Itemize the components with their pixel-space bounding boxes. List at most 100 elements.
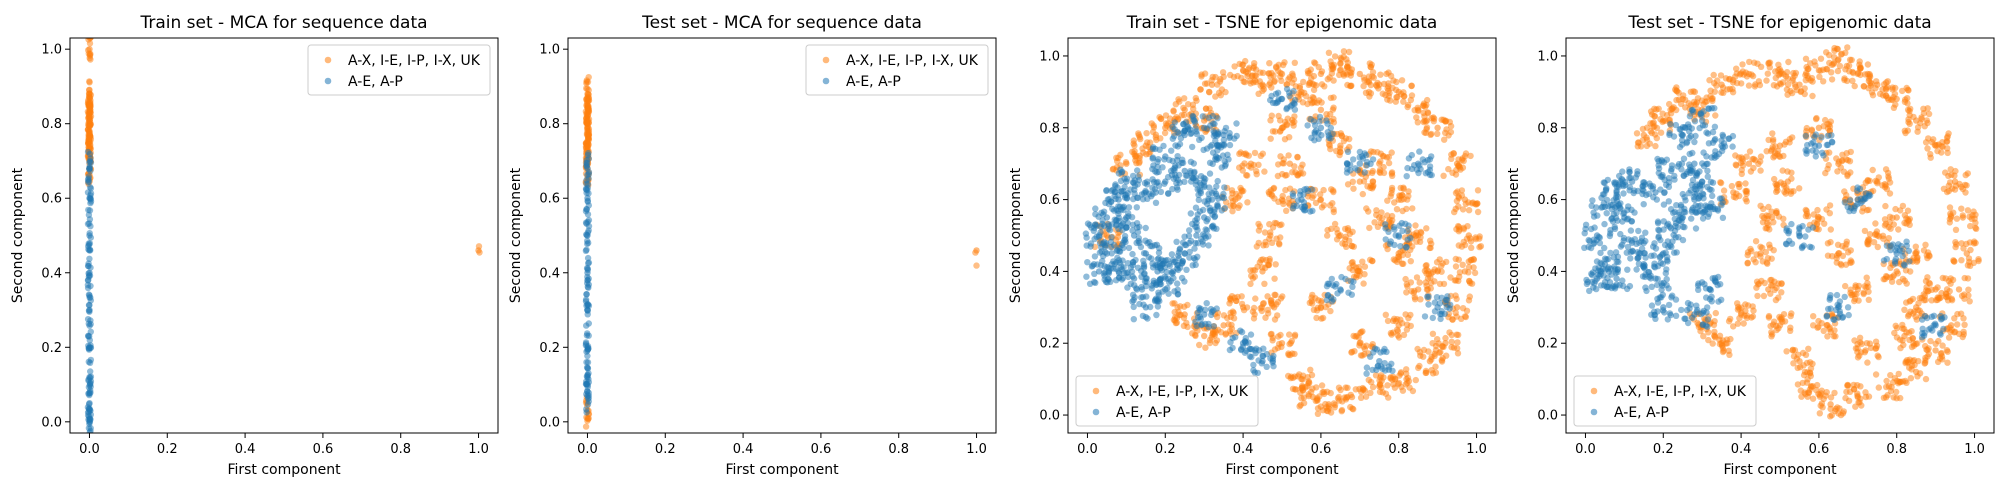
data-point xyxy=(1581,230,1588,237)
data-point xyxy=(1304,67,1312,75)
data-point xyxy=(1665,243,1672,250)
data-point xyxy=(1667,121,1674,128)
data-point xyxy=(1665,285,1672,292)
data-point xyxy=(1679,223,1687,231)
data-point xyxy=(1157,188,1165,196)
data-point xyxy=(1693,99,1701,106)
data-point xyxy=(1157,115,1165,122)
data-point xyxy=(1431,299,1439,306)
data-point xyxy=(1152,131,1160,138)
y-tick-label: 0.6 xyxy=(539,192,560,207)
data-point xyxy=(1615,183,1623,190)
data-point xyxy=(585,91,592,98)
x-tick-label: 0.0 xyxy=(79,442,100,457)
data-point xyxy=(1300,191,1307,198)
data-point xyxy=(1422,279,1430,286)
data-point xyxy=(1350,243,1358,250)
data-point xyxy=(1233,120,1240,127)
data-point xyxy=(85,206,92,214)
data-point xyxy=(1448,155,1455,162)
data-point xyxy=(1744,259,1752,266)
data-point xyxy=(1417,296,1424,303)
data-point xyxy=(1189,143,1196,151)
data-point xyxy=(1233,132,1240,140)
data-point xyxy=(1452,255,1460,263)
data-point xyxy=(1763,212,1770,219)
data-point xyxy=(1250,315,1258,322)
data-point xyxy=(1370,148,1377,156)
legend-marker xyxy=(1092,387,1100,395)
data-point xyxy=(1439,343,1446,350)
data-point xyxy=(1221,184,1228,191)
data-point xyxy=(1843,150,1850,157)
data-point xyxy=(1108,234,1115,241)
data-point xyxy=(1729,143,1736,150)
data-point xyxy=(1350,185,1357,192)
data-point xyxy=(87,198,95,205)
data-point xyxy=(1875,353,1882,361)
data-point xyxy=(1764,219,1771,226)
data-point xyxy=(1808,244,1815,251)
data-point xyxy=(1924,119,1931,127)
data-point xyxy=(1714,77,1721,84)
data-point xyxy=(1686,134,1693,141)
data-point xyxy=(87,29,93,35)
data-point xyxy=(1110,165,1117,172)
data-point xyxy=(1433,294,1441,301)
data-point xyxy=(1370,74,1378,81)
data-point xyxy=(1954,321,1961,328)
data-point xyxy=(1256,347,1263,354)
data-point xyxy=(1198,134,1205,141)
data-point xyxy=(1180,104,1187,112)
data-point xyxy=(1713,153,1720,160)
y-tick-label: 0.0 xyxy=(41,415,62,430)
data-point xyxy=(1693,302,1700,309)
data-point xyxy=(1412,222,1419,229)
data-point xyxy=(1277,331,1284,339)
data-point xyxy=(1304,122,1311,129)
data-point xyxy=(1872,177,1879,185)
data-point xyxy=(1396,222,1403,229)
data-point xyxy=(1097,223,1105,230)
data-point xyxy=(1955,330,1963,337)
data-point xyxy=(1833,155,1840,162)
data-point xyxy=(1864,70,1871,78)
data-point xyxy=(1665,183,1673,190)
data-point xyxy=(1213,337,1221,344)
data-point xyxy=(1369,167,1377,175)
data-point xyxy=(1270,352,1277,360)
data-point xyxy=(1719,131,1726,139)
data-point xyxy=(1833,306,1840,313)
data-point xyxy=(1927,154,1934,161)
data-point xyxy=(1264,306,1272,314)
data-point xyxy=(1666,131,1673,139)
data-point xyxy=(1170,258,1178,266)
data-point xyxy=(1778,289,1785,296)
data-point xyxy=(1250,361,1257,369)
data-point xyxy=(1324,120,1331,127)
data-point xyxy=(1371,219,1378,226)
data-point xyxy=(87,38,94,40)
data-point xyxy=(1278,221,1285,228)
data-point xyxy=(1672,222,1679,230)
data-point xyxy=(1247,267,1254,274)
data-point xyxy=(1393,78,1400,86)
data-point xyxy=(1210,307,1217,314)
data-point xyxy=(1827,401,1834,408)
data-point xyxy=(1653,106,1660,113)
data-point xyxy=(1255,161,1262,168)
data-point xyxy=(1907,268,1914,275)
x-tick-label: 0.6 xyxy=(811,442,832,457)
data-point xyxy=(584,118,591,126)
y-tick-label: 0.2 xyxy=(1537,337,1558,352)
data-point xyxy=(1281,136,1289,143)
data-point xyxy=(1447,274,1454,281)
data-point xyxy=(1084,220,1092,227)
data-point xyxy=(1388,331,1395,338)
data-point xyxy=(1331,53,1339,60)
data-point xyxy=(1280,123,1287,131)
data-point xyxy=(1696,124,1703,132)
data-point xyxy=(1403,281,1411,288)
data-point xyxy=(1262,264,1269,271)
y-tick-label: 0.2 xyxy=(41,341,62,356)
